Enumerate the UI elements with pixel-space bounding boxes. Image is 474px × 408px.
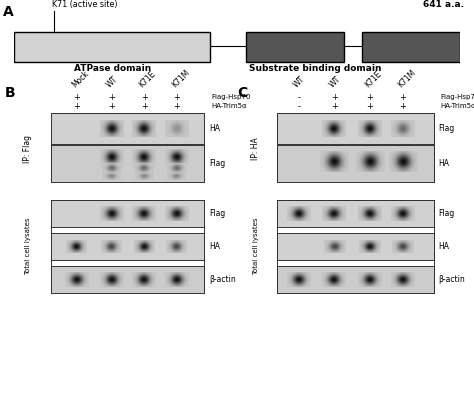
- Text: +: +: [73, 102, 80, 111]
- Text: HA: HA: [209, 242, 220, 251]
- Text: β-actin: β-actin: [209, 275, 236, 284]
- Bar: [362, 32, 460, 62]
- Text: +: +: [173, 93, 180, 102]
- Text: IP: HA: IP: HA: [252, 137, 260, 160]
- Text: K71M: K71M: [397, 69, 418, 90]
- Text: +: +: [400, 102, 406, 111]
- Text: WT: WT: [292, 75, 307, 90]
- Text: β-actin: β-actin: [438, 275, 465, 284]
- Bar: [51, 144, 204, 182]
- Bar: [277, 233, 434, 260]
- Text: +: +: [400, 93, 406, 102]
- Text: -: -: [297, 102, 300, 111]
- Text: K71E: K71E: [138, 70, 158, 90]
- Text: WT: WT: [328, 75, 343, 90]
- Text: Mock: Mock: [70, 69, 91, 90]
- Bar: [277, 113, 434, 144]
- Text: Flag-Hsp70: Flag-Hsp70: [211, 94, 251, 100]
- Text: Total cell lysates: Total cell lysates: [253, 218, 259, 275]
- Text: HA-Trim5α: HA-Trim5α: [441, 103, 474, 109]
- Text: +: +: [108, 102, 115, 111]
- Text: Substrate binding domain: Substrate binding domain: [249, 64, 381, 73]
- Text: K71 (active site): K71 (active site): [52, 0, 118, 9]
- Text: HA: HA: [438, 242, 449, 251]
- Text: Flag: Flag: [209, 209, 225, 218]
- Text: K71E: K71E: [364, 70, 383, 90]
- Text: IP: Flag: IP: Flag: [24, 135, 32, 163]
- Text: Flag: Flag: [209, 159, 225, 168]
- Text: A: A: [3, 5, 14, 19]
- Text: +: +: [108, 93, 115, 102]
- Text: +: +: [331, 102, 337, 111]
- Text: WT: WT: [105, 75, 120, 90]
- Text: Flag-Hsp70: Flag-Hsp70: [441, 94, 474, 100]
- Text: HA-Trim5α: HA-Trim5α: [211, 103, 247, 109]
- Bar: [246, 32, 344, 62]
- Text: Flag: Flag: [438, 124, 455, 133]
- Bar: [51, 233, 204, 260]
- Text: +: +: [331, 93, 337, 102]
- Text: Total cell lysates: Total cell lysates: [25, 218, 31, 275]
- Text: +: +: [141, 93, 147, 102]
- Text: K71M: K71M: [170, 69, 191, 90]
- Text: C: C: [237, 86, 247, 100]
- Bar: [277, 144, 434, 182]
- Text: +: +: [366, 93, 373, 102]
- Text: +: +: [73, 93, 80, 102]
- Text: HA: HA: [209, 124, 220, 133]
- Text: HA: HA: [438, 159, 449, 168]
- Text: +: +: [141, 102, 147, 111]
- Text: 641 a.a.: 641 a.a.: [423, 0, 464, 9]
- Bar: [277, 200, 434, 227]
- Bar: [51, 113, 204, 144]
- Bar: [277, 266, 434, 293]
- Text: ATPase domain: ATPase domain: [73, 64, 151, 73]
- Text: Flag: Flag: [438, 209, 455, 218]
- Text: -: -: [297, 93, 300, 102]
- Bar: [51, 200, 204, 227]
- Text: +: +: [173, 102, 180, 111]
- Text: B: B: [5, 86, 15, 100]
- Bar: [51, 266, 204, 293]
- Text: +: +: [366, 102, 373, 111]
- Bar: [14, 32, 210, 62]
